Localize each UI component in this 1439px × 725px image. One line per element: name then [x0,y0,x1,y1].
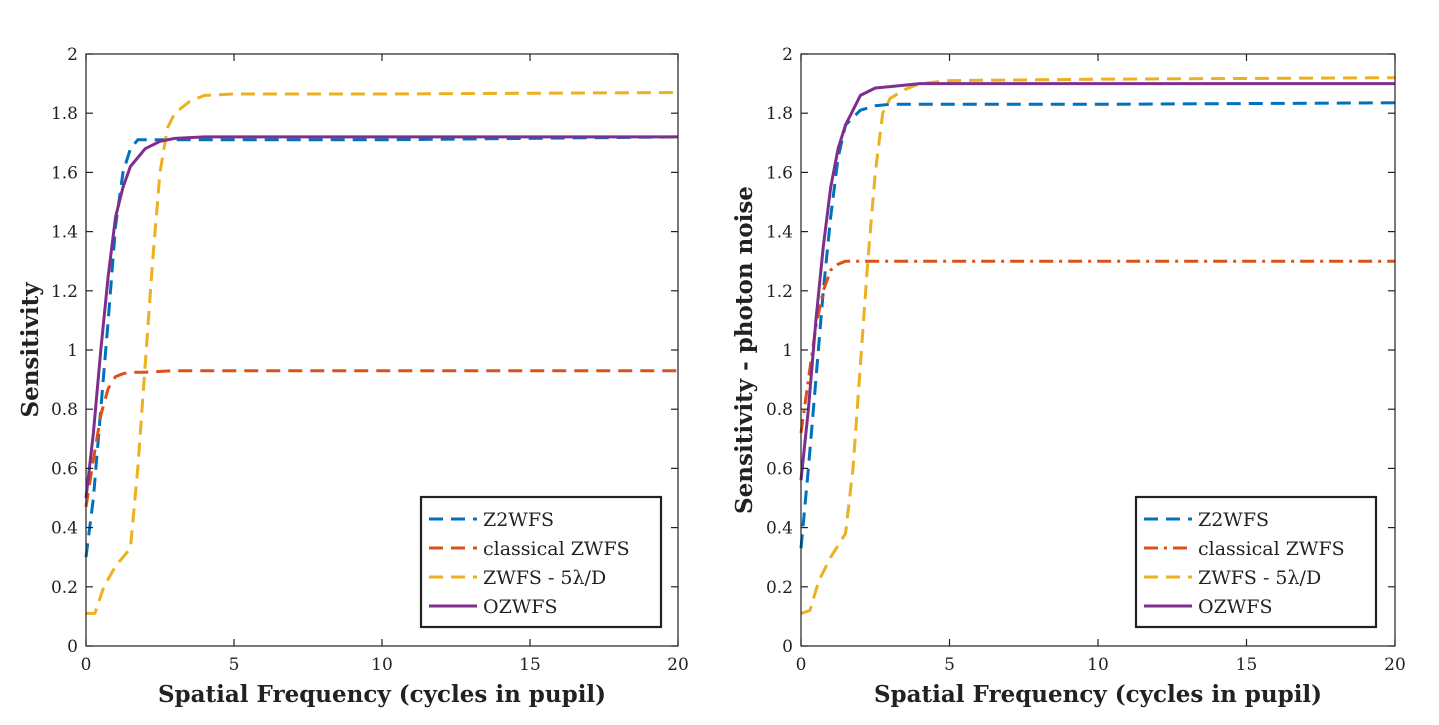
chart-left-y-tick-label: 1.4 [51,223,78,243]
chart-right-y-tick-label: 1.8 [766,104,793,124]
chart-left-y-tick-label: 0.4 [51,519,78,539]
chart-left-y-tick-label: 0.8 [51,400,78,420]
chart-left-y-tick-label: 1 [67,341,78,361]
chart-left-y-tick-label: 1.6 [51,163,78,183]
chart-right-y-tick-label: 1 [782,341,793,361]
chart-left-y-tick-label: 1.2 [51,282,78,302]
chart-right-y-tick-label: 2 [782,45,793,65]
chart-right-plot [799,76,1396,615]
chart-left-y-tick-label: 0.2 [51,578,78,598]
chart-left-x-tick-label: 5 [229,655,240,675]
chart-right-x-tick-label: 10 [1087,655,1109,675]
chart-left-legend-label-ozwfs: OZWFS [483,596,558,618]
chart-right-y-axis-title: Sensitivity - photon noise [731,186,758,514]
chart-left-y-axis-title: Sensitivity [17,282,44,418]
chart-left-legend-items: Z2WFS classical ZWFS ZWFS - 5λ/D OZWFS [429,509,630,618]
chart-left: 0 5 10 15 20 0 0.2 0.4 0.6 0.8 1 1.2 1.4 1.6 1.8 2 Spat… [17,45,689,708]
chart-right-legend: Z2WFS classical ZWFS ZWFS - 5λ/D OZWFS [1134,495,1378,629]
chart-left-legend-label-z2wfs: Z2WFS [483,509,554,531]
chart-right-legend-label-zwfs-5-d: ZWFS - 5λ/D [1198,567,1321,589]
chart-right-series-ozwfs [799,82,1395,481]
chart-right-x-tick-label: 5 [944,655,955,675]
chart-right-legend-label-ozwfs: OZWFS [1198,596,1273,618]
chart-right-x-axis-title: Spatial Frequency (cycles in pupil) [874,681,1322,708]
chart-left-y-tick-label: 0 [67,637,78,657]
chart-right-y-tick-label: 1.2 [766,282,793,302]
chart-right-y-tick-label: 0.2 [766,578,793,598]
chart-left-legend-label-classical-zwfs: classical ZWFS [483,538,630,560]
chart-left-y-tick-label: 2 [67,45,78,65]
chart-left-legend: Z2WFS classical ZWFS ZWFS - 5λ/D OZWFS [419,495,663,629]
chart-right-legend-label-classical-zwfs: classical ZWFS [1198,538,1345,560]
chart-left-x-tick-label: 0 [81,655,92,675]
chart-right-x-tick-label: 0 [796,655,807,675]
chart-right-y-tick-label: 0.4 [766,519,793,539]
chart-left-y-tick-label: 0.6 [51,459,78,479]
chart-right-y-tick-label: 0.8 [766,400,793,420]
chart-right-y-tick-label: 1.6 [766,163,793,183]
chart-right-legend-label-z2wfs: Z2WFS [1198,509,1269,531]
chart-left-x-tick-label: 20 [667,655,689,675]
chart-left-series-ozwfs [84,135,678,499]
chart-right-y-tick-label: 0 [782,637,793,657]
chart-left-ticks: 0 5 10 15 20 0 0.2 0.4 0.6 0.8 1 1.2 1.4 1.6 1.8 2 [51,45,689,675]
chart-left-series-zwfs-5-d [86,91,679,615]
chart-right: 0 5 10 15 20 0 0.2 0.4 0.6 0.8 1 1.2 1.4 1.6 1.8 2 Spat… [731,45,1406,708]
chart-left-x-tick-label: 15 [519,655,541,675]
chart-right-x-tick-label: 20 [1384,655,1406,675]
chart-right-legend-items: Z2WFS classical ZWFS ZWFS - 5λ/D OZWFS [1144,509,1345,618]
chart-left-series-z2wfs [84,135,679,558]
chart-left-legend-label-zwfs-5-d: ZWFS - 5λ/D [483,567,606,589]
chart-left-plot [84,91,679,615]
chart-right-y-tick-label: 1.4 [766,223,793,243]
chart-right-y-tick-label: 0.6 [766,459,793,479]
chart-right-x-tick-label: 15 [1236,655,1258,675]
chart-left-x-tick-label: 10 [371,655,393,675]
chart-right-ticks: 0 5 10 15 20 0 0.2 0.4 0.6 0.8 1 1.2 1.4 1.6 1.8 2 [766,45,1406,675]
chart-left-x-axis-title: Spatial Frequency (cycles in pupil) [158,681,606,708]
chart-left-y-tick-label: 1.8 [51,104,78,124]
